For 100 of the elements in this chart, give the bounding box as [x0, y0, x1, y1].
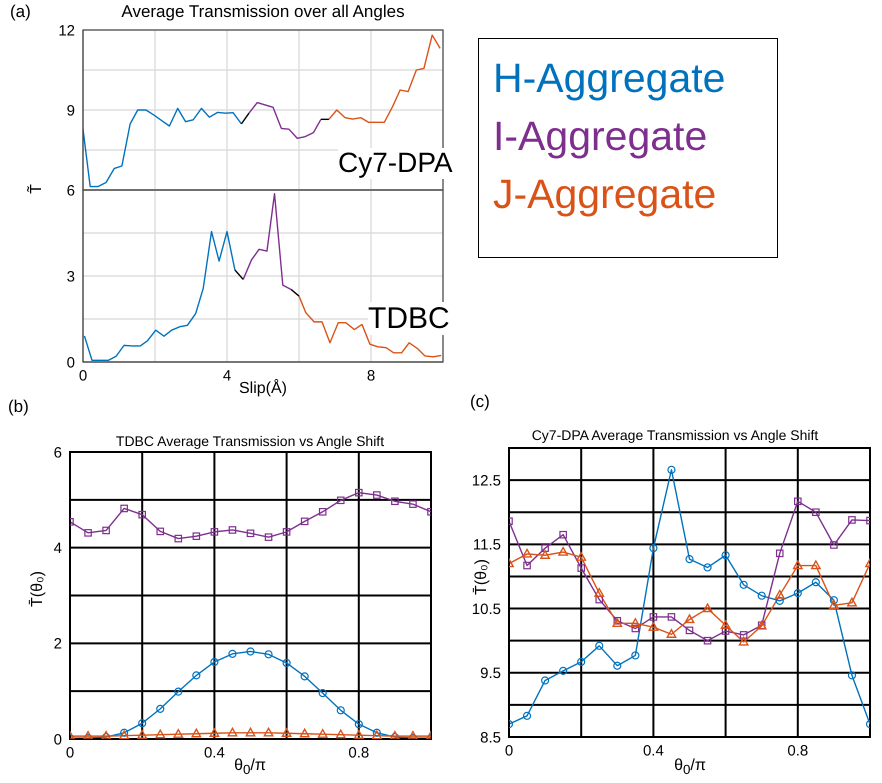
- point: [794, 589, 802, 598]
- point: [354, 730, 364, 739]
- point: [577, 564, 585, 572]
- point: [649, 544, 658, 552]
- point: [246, 647, 255, 656]
- point: [540, 550, 550, 559]
- y-axis-title: T̄(θ₀): [29, 570, 47, 609]
- point: [830, 596, 838, 604]
- point: [812, 578, 820, 586]
- point: [155, 729, 166, 738]
- point: [776, 596, 784, 605]
- point: [192, 671, 200, 680]
- point: [336, 729, 346, 738]
- y-tick-label: 0: [66, 354, 75, 372]
- y-tick-label: 12.5: [472, 472, 501, 490]
- point: [666, 629, 676, 638]
- point: [686, 626, 694, 634]
- point: [776, 550, 784, 558]
- point: [210, 528, 218, 536]
- y-tick-label: 4: [54, 540, 62, 557]
- point: [684, 614, 694, 624]
- point: [373, 491, 381, 499]
- point: [300, 672, 309, 680]
- point: [758, 592, 766, 600]
- y-tick-label: 6: [66, 182, 75, 200]
- x-tick-label: 0.4: [204, 744, 225, 762]
- line-series: [328, 34, 441, 123]
- y-axis-title: T̄(θ₀): [473, 559, 490, 595]
- point: [228, 526, 236, 534]
- x-tick-label: 8: [366, 368, 376, 385]
- point: [264, 650, 273, 658]
- x-axis-title: θ$_{0}$/π: [234, 757, 266, 778]
- annotation: TDBC: [368, 302, 450, 335]
- point: [354, 720, 363, 728]
- y-tick-label: 11.5: [472, 536, 501, 554]
- x-tick-label: 0.8: [787, 742, 808, 760]
- point: [738, 636, 749, 646]
- y-tick-label: 9.5: [480, 665, 501, 682]
- point: [559, 530, 567, 538]
- point: [703, 563, 712, 572]
- point: [336, 496, 345, 504]
- point: [612, 618, 622, 628]
- point: [595, 642, 604, 650]
- text: H-Aggregate: [493, 54, 726, 103]
- point: [84, 529, 92, 537]
- point: [174, 688, 182, 696]
- point: [722, 551, 730, 560]
- point: [523, 562, 531, 570]
- point: [702, 603, 712, 612]
- point: [668, 613, 676, 621]
- point: [650, 613, 658, 621]
- point: [792, 560, 803, 570]
- point: [192, 532, 200, 540]
- point: [336, 706, 345, 714]
- text: J-Aggregate: [493, 170, 718, 219]
- point: [246, 530, 254, 538]
- point: [246, 728, 256, 736]
- point: [740, 631, 748, 639]
- y-tick-label: 3: [66, 268, 75, 286]
- point: [282, 728, 292, 737]
- point: [667, 466, 676, 474]
- point: [613, 662, 622, 670]
- point: [318, 508, 326, 516]
- x-tick-label: 0.8: [348, 744, 370, 762]
- chart-title: TDBC Average Transmission vs Angle Shift: [116, 432, 384, 449]
- x-tick-label: 0: [504, 742, 514, 760]
- point: [210, 728, 220, 737]
- point: [830, 541, 838, 549]
- line-series: [84, 230, 236, 361]
- y-tick-label: 6: [54, 444, 62, 462]
- point: [614, 616, 622, 625]
- text: (b): [8, 397, 29, 417]
- point: [559, 666, 568, 675]
- point: [704, 636, 712, 644]
- point: [228, 650, 237, 658]
- point: [632, 624, 640, 632]
- point: [228, 728, 238, 736]
- y-tick-label: 8.5: [480, 729, 501, 746]
- point: [210, 658, 218, 666]
- point: [264, 728, 274, 736]
- point: [282, 528, 290, 536]
- point: [812, 508, 820, 516]
- point: [522, 548, 532, 558]
- y-tick-label: 12: [58, 22, 75, 40]
- point: [191, 728, 202, 738]
- point: [848, 671, 856, 680]
- point: [156, 528, 164, 536]
- point: [722, 627, 730, 635]
- point: [558, 546, 568, 556]
- point: [541, 544, 549, 552]
- point: [810, 560, 821, 570]
- point: [264, 533, 272, 541]
- point: [720, 620, 730, 629]
- point: [137, 730, 148, 739]
- point: [829, 600, 839, 610]
- point: [685, 555, 694, 564]
- text: (a): [10, 2, 31, 22]
- y-tick-label: 10.5: [472, 600, 501, 618]
- point: [300, 728, 310, 738]
- point: [648, 622, 658, 631]
